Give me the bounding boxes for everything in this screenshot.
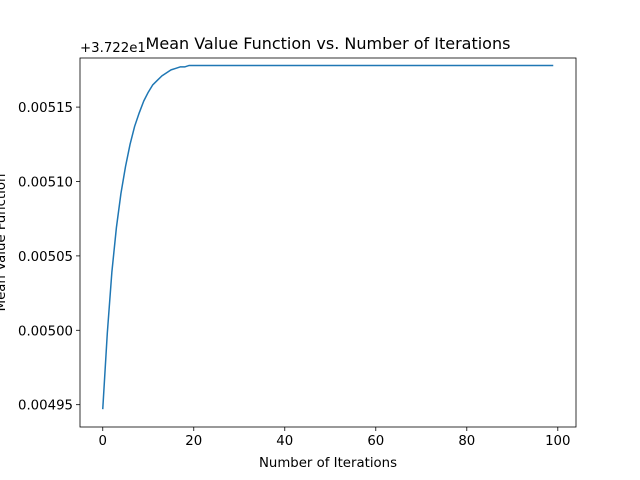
x-axis-label: Number of Iterations [259,456,397,471]
y-offset-label: +3.722e1 [80,41,146,56]
plot-frame [79,57,577,428]
y-tick-label: 0.00515 [18,101,73,116]
y-ticks: 0.00495 0.00500 0.00505 0.00510 0.00515 [18,101,80,414]
x-ticks: 0 20 40 60 80 100 [99,427,570,449]
chart-title: Mean Value Function vs. Number of Iterat… [146,34,511,53]
y-tick-label: 0.00495 [18,399,73,414]
series-line [102,64,554,410]
x-tick-label: 20 [185,434,202,449]
y-axis-label: Mean Value Function [0,174,9,312]
y-tick-label: 0.00510 [18,175,73,190]
x-tick-label: 60 [367,434,384,449]
x-tick-label: 40 [276,434,293,449]
x-tick-label: 0 [99,434,107,449]
x-tick-label: 80 [458,434,475,449]
y-tick-label: 0.00500 [18,324,73,339]
y-tick-label: 0.00505 [18,250,73,265]
x-tick-label: 100 [545,434,570,449]
